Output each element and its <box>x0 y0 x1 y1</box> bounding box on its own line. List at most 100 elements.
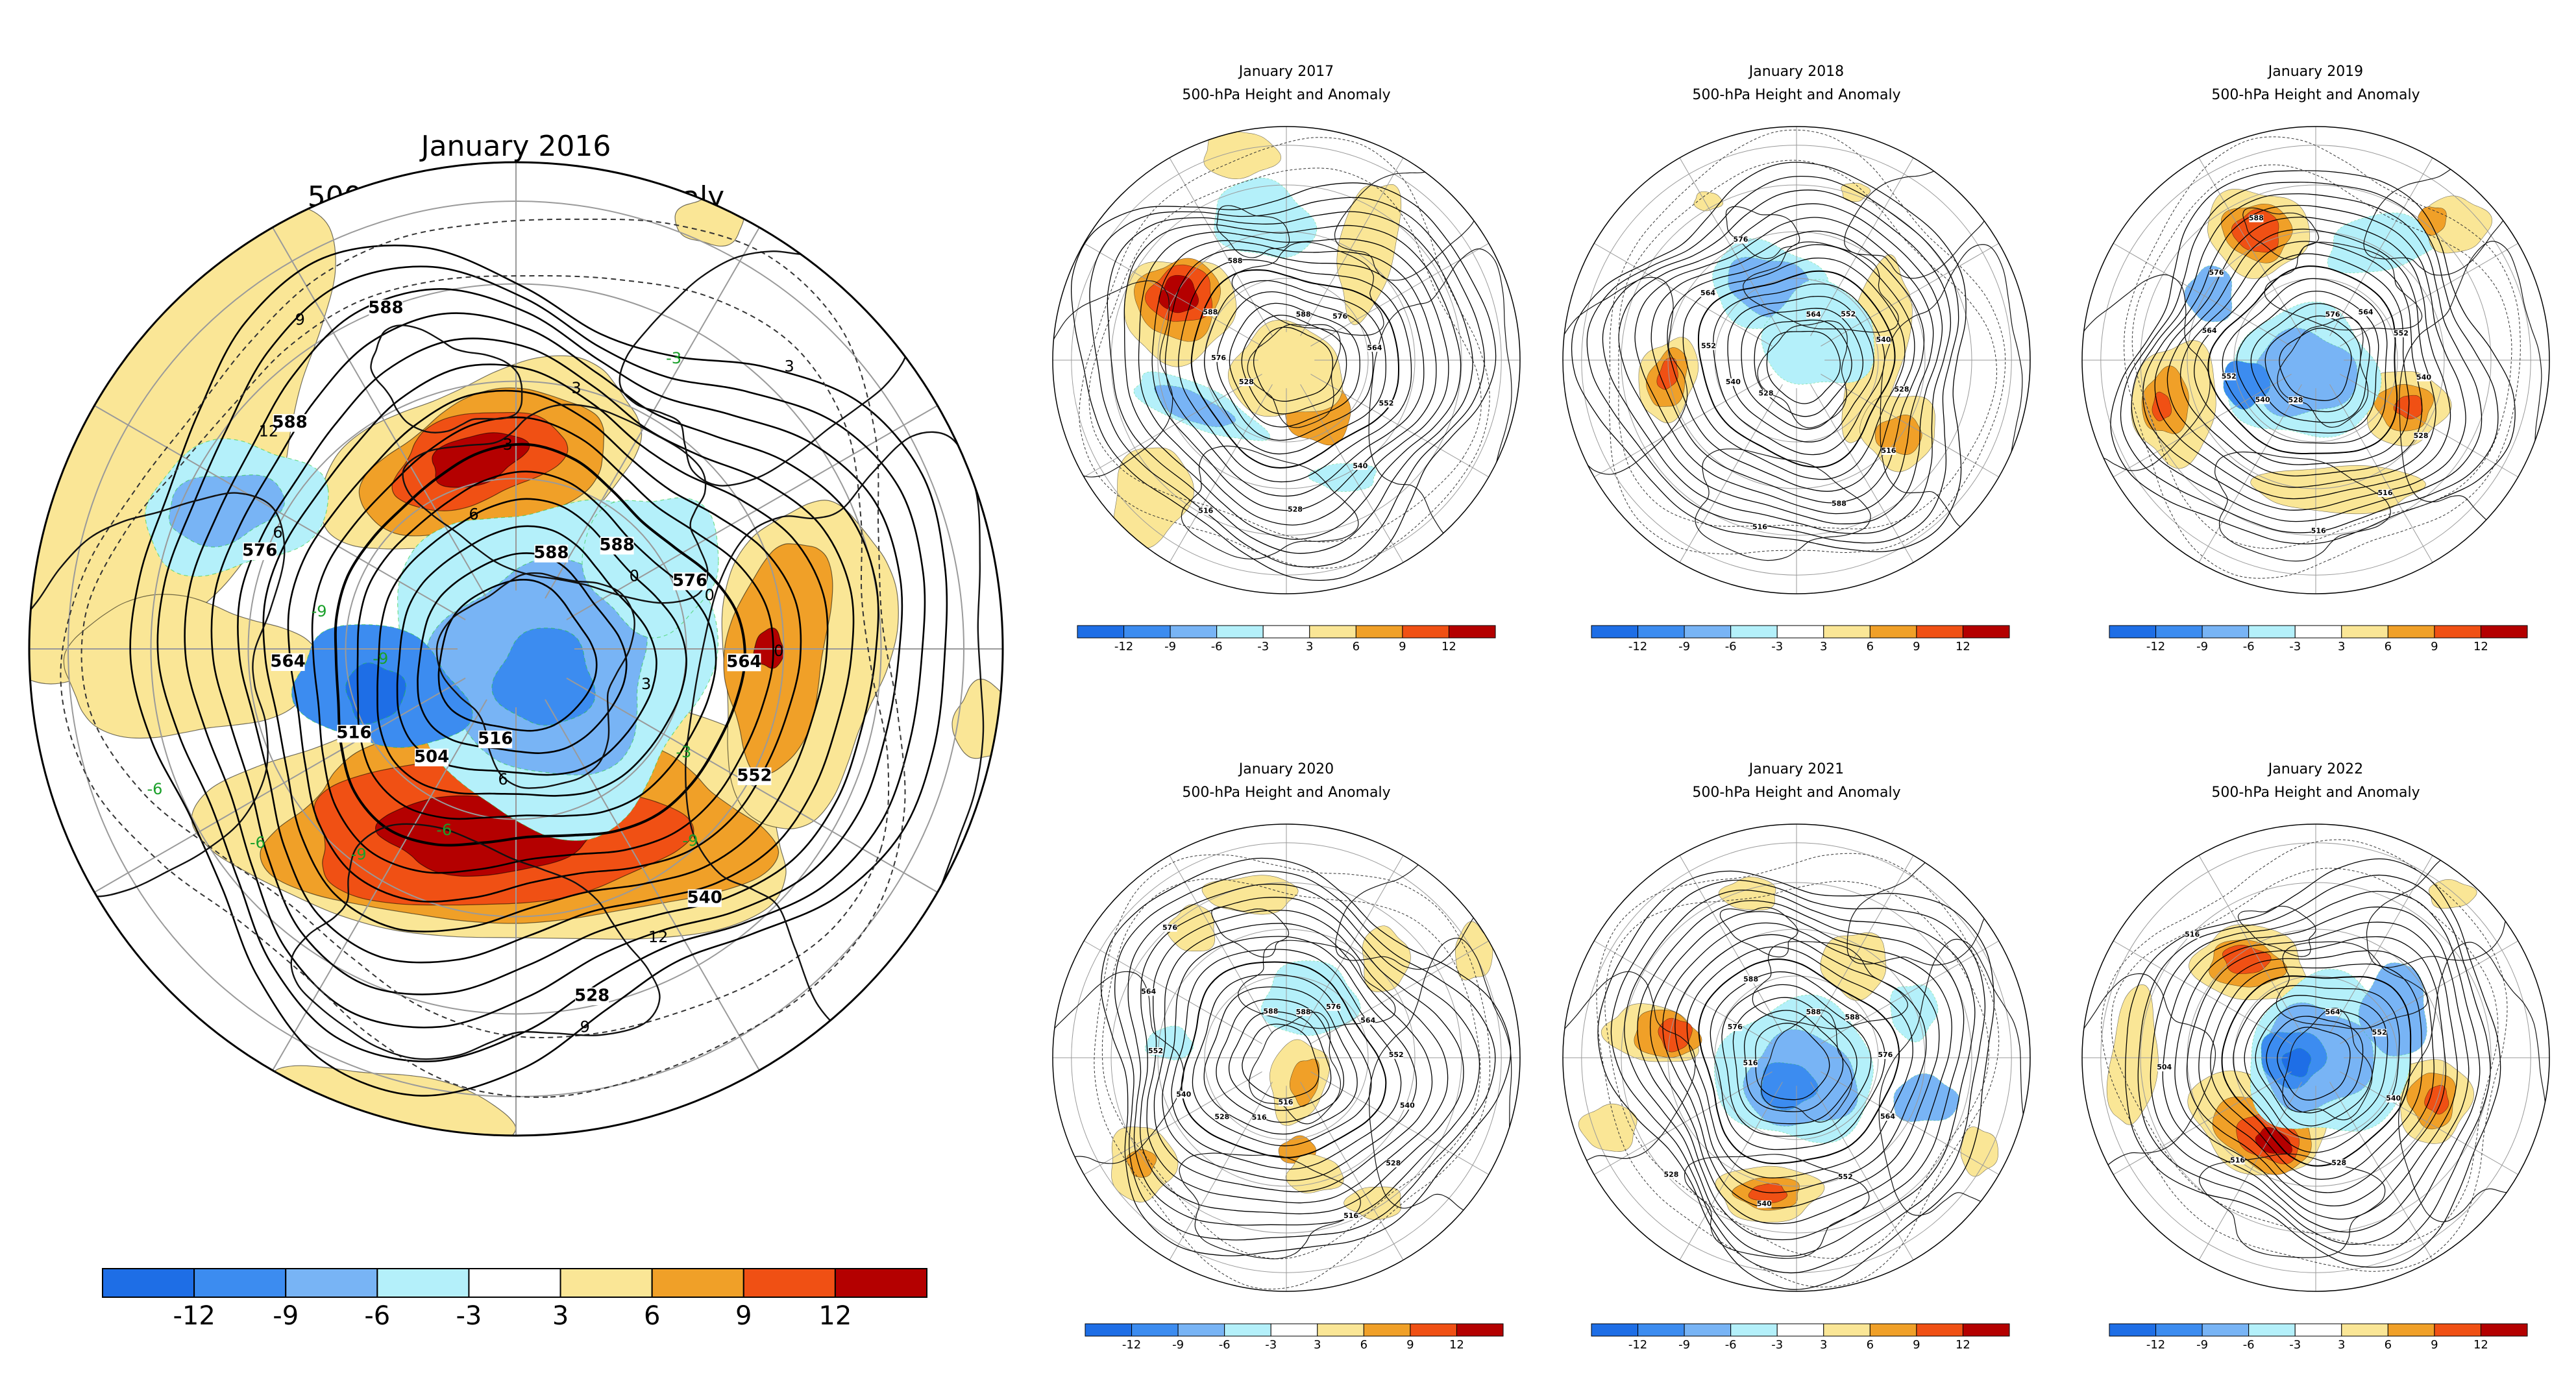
height-contour <box>1114 870 1496 1241</box>
legend-swatch <box>2202 1323 2250 1337</box>
meridian-line <box>1593 940 1773 1044</box>
legend-tick-label: 6 <box>1867 640 1874 653</box>
height-contour <box>1164 249 1425 497</box>
zero-anomaly-contour <box>60 218 906 1098</box>
legend-swatch <box>2155 1323 2203 1337</box>
contour-label: 528 <box>1386 1159 1401 1167</box>
meridian-line <box>1310 374 1490 478</box>
contour-label: 588 <box>1296 310 1311 319</box>
meridian-line <box>545 699 760 1071</box>
contour-label-box <box>1227 257 1242 265</box>
contour-labels: 588 588 576 564 552 540 528 516 504 516 564 576 588 5… <box>242 299 772 1006</box>
contour-label-box <box>1360 1017 1375 1025</box>
contour-label-box <box>2288 396 2303 404</box>
contour-label: 564 <box>1360 1016 1375 1025</box>
height-contour <box>2154 216 2451 500</box>
contour-label-box <box>2414 432 2429 440</box>
contour-label-box <box>1806 1008 1821 1016</box>
color-legend: -12 -9 -6 -3 3 6 9 12 <box>102 1268 928 1331</box>
legend-swatch <box>1410 1323 1457 1337</box>
height-contour <box>2222 278 2388 444</box>
legend-swatch <box>1916 1323 1963 1337</box>
coastline <box>1181 445 1359 560</box>
height-contour <box>1754 1023 1830 1101</box>
coastline <box>1216 205 1290 258</box>
contour-labels: 564 552 540 528 516 504 516 <box>2157 931 2401 1167</box>
panel-title: January 2016 <box>419 130 611 163</box>
height-contour <box>2131 193 2483 522</box>
legend-tick-label: -9 <box>2196 1338 2208 1352</box>
coastline <box>2277 317 2369 428</box>
contour-label-box <box>1878 1051 1893 1059</box>
legend-tick-label: 9 <box>2431 1338 2438 1352</box>
anomaly-region <box>1289 1058 1320 1107</box>
anomaly-region <box>1960 1127 1998 1177</box>
contour-label: 552 <box>1701 342 1716 350</box>
legend-tick-label: -12 <box>173 1301 215 1331</box>
contour-labels: 564 552 540 528 516 588 516 528 540 552 564 576 <box>1700 236 1909 531</box>
height-contour <box>184 287 903 1029</box>
meridian-line <box>1810 1082 1914 1261</box>
anomaly-region <box>2255 1127 2292 1154</box>
legend-swatch <box>1448 625 1496 639</box>
anomaly-label: -9 <box>351 845 367 863</box>
legend-swatch <box>2294 625 2342 639</box>
legend-tick-label: -3 <box>2289 640 2301 653</box>
legend-tick-label: -9 <box>1678 1338 1690 1352</box>
height-contour <box>2279 328 2352 402</box>
map-border <box>1562 823 2031 1292</box>
map-panel-3: January 2018 500-hPa Height and Anomaly 56… <box>1562 64 2031 653</box>
height-contour <box>1727 295 1874 443</box>
height-contour <box>376 498 687 797</box>
contour-label-box <box>2325 1008 2340 1016</box>
height-contour <box>1216 291 1374 441</box>
contour-label-box <box>1752 523 1767 531</box>
anomaly-label: 0 <box>774 642 783 660</box>
contour-label-box <box>1343 1212 1358 1220</box>
anomaly-label: -6 <box>147 780 162 798</box>
contour-label: 540 <box>1400 1101 1415 1110</box>
legend-swatch <box>2248 1323 2296 1337</box>
legend-swatch <box>2387 1323 2435 1337</box>
height-contour <box>1682 258 1906 480</box>
height-contour <box>2221 975 2412 1167</box>
height-contour <box>1253 326 1334 402</box>
coastline <box>435 572 635 789</box>
height-contour <box>1674 934 1927 1193</box>
contour-label-box <box>1806 311 1821 319</box>
map-border <box>1562 126 2031 594</box>
height-contour <box>1766 330 1841 404</box>
contour-label: 552 <box>1838 1173 1853 1181</box>
contour-label-box <box>1895 385 1909 394</box>
contour-label-box <box>1400 1102 1415 1110</box>
contour-label: 528 <box>1759 389 1774 398</box>
anomaly-region <box>63 594 319 739</box>
contour-label: 576 <box>2209 269 2224 277</box>
contour-label-box <box>1379 400 1393 408</box>
contour-labels: 588 588 576 564 552 540 528 516 576 588 <box>1663 975 1895 1208</box>
contour-label: 576 <box>1162 923 1177 932</box>
height-contour <box>1070 182 1497 581</box>
map-panel-7: January 2022 500-hPa Height and Anomaly 56… <box>2081 761 2550 1352</box>
coastline <box>1878 938 2025 1216</box>
height-contour <box>2255 1005 2376 1127</box>
height-contour <box>1618 203 1943 524</box>
contour-label-box <box>415 748 449 766</box>
coastline <box>1760 1009 1853 1123</box>
polar-map: 588 588 576 564 552 540 528 516 576 588 <box>1563 824 2030 1291</box>
meridian-line <box>566 677 938 893</box>
contour-label-box <box>534 544 569 563</box>
zero-anomaly-contour <box>2131 164 2512 549</box>
graticule <box>1563 127 2030 594</box>
contour-label-box <box>1239 378 1254 386</box>
contour-label: 552 <box>1389 1051 1404 1059</box>
meridian-line <box>1679 855 1783 1034</box>
legend-swatch <box>1638 625 1685 639</box>
anomaly-label: 6 <box>273 524 282 542</box>
coastline <box>402 404 709 604</box>
height-contour <box>1192 974 1372 1147</box>
legend-swatch <box>1730 625 1778 639</box>
legend-swatch <box>2155 625 2203 639</box>
contour-label: 504 <box>414 747 449 766</box>
legend-tick-label: -12 <box>2146 640 2165 653</box>
